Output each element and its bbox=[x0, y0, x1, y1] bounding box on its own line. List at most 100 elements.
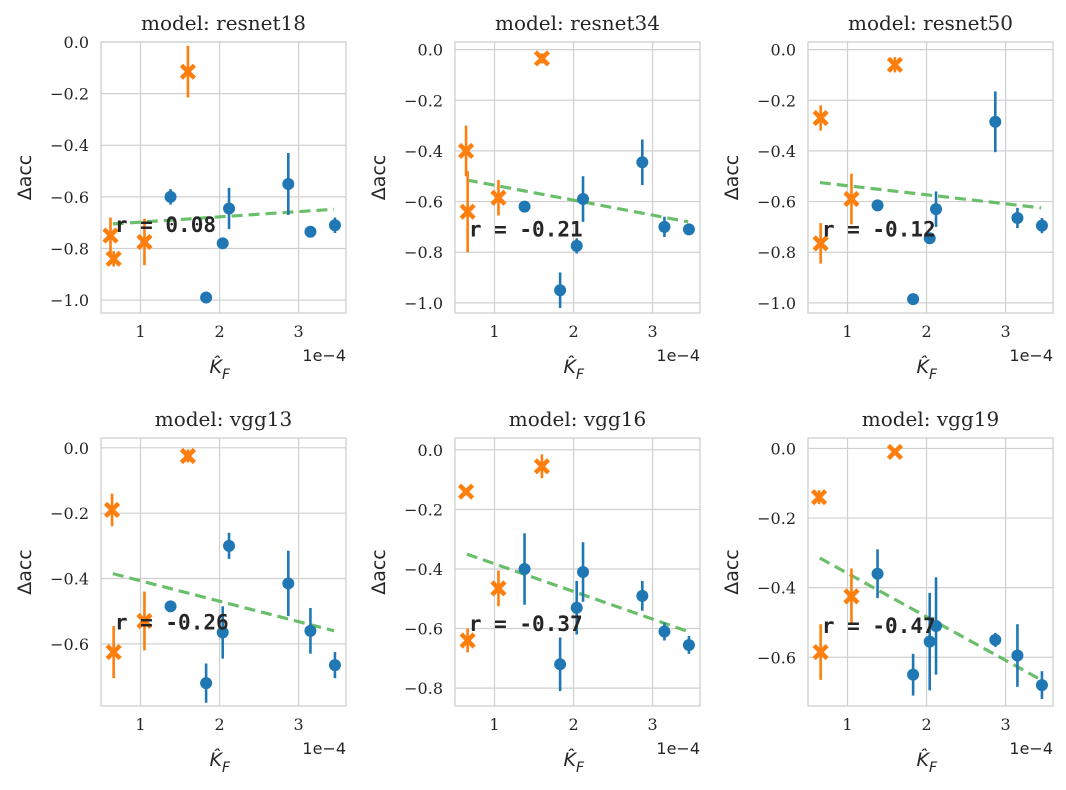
orange-data-point bbox=[136, 612, 153, 630]
blue-data-point bbox=[328, 219, 341, 232]
x-scale-label: 1e−4 bbox=[302, 346, 346, 365]
blue-data-point bbox=[989, 633, 1002, 646]
x-tick-label: 3 bbox=[293, 715, 303, 734]
y-tick-label: 0.0 bbox=[418, 441, 443, 460]
blue-data-point bbox=[682, 223, 695, 236]
blue-data-point bbox=[518, 563, 531, 576]
x-tick-label: 3 bbox=[647, 715, 657, 734]
y-tick-label: −0.4 bbox=[50, 136, 89, 155]
orange-data-point bbox=[812, 109, 829, 127]
orange-data-point bbox=[459, 632, 476, 649]
x-axis-label: K̂F bbox=[564, 356, 585, 383]
y-axis-label: Δacc bbox=[368, 549, 390, 595]
x-scale-label: 1e−4 bbox=[656, 346, 700, 365]
blue-data-point bbox=[930, 619, 943, 632]
x-tick-label: 2 bbox=[214, 322, 224, 341]
axes-frame bbox=[807, 437, 1054, 707]
y-tick-label: −1.0 bbox=[757, 294, 796, 313]
y-tick-label: 0.0 bbox=[64, 33, 89, 52]
blue-data-point bbox=[328, 659, 341, 672]
blue-data-point bbox=[164, 190, 177, 203]
x-tick-label: 2 bbox=[921, 322, 931, 341]
y-tick-label: 0.0 bbox=[64, 439, 89, 458]
y-tick-label: −0.2 bbox=[404, 500, 443, 519]
x-tick-label: 2 bbox=[921, 715, 931, 734]
x-tick-label: 2 bbox=[568, 322, 578, 341]
axes-frame bbox=[454, 41, 701, 314]
y-tick-label: −0.8 bbox=[757, 243, 796, 262]
x-tick-label: 2 bbox=[214, 715, 224, 734]
orange-data-point bbox=[812, 235, 829, 252]
y-tick-label: −0.2 bbox=[404, 91, 443, 110]
axes-frame bbox=[807, 41, 1054, 314]
y-tick-label: −0.2 bbox=[50, 85, 89, 104]
panel-title: model: vgg13 bbox=[155, 407, 293, 431]
orange-data-point bbox=[490, 580, 507, 597]
y-tick-label: −0.4 bbox=[50, 570, 89, 589]
x-scale-label: 1e−4 bbox=[1009, 346, 1053, 365]
y-tick-label: −0.2 bbox=[50, 504, 89, 523]
blue-data-point bbox=[570, 601, 583, 614]
blue-data-point bbox=[1011, 212, 1024, 225]
blue-data-point bbox=[658, 220, 671, 233]
blue-data-point bbox=[554, 658, 567, 671]
blue-data-point bbox=[577, 566, 590, 578]
blue-data-point bbox=[907, 293, 920, 306]
blue-data-point bbox=[570, 239, 583, 252]
panel-title: model: vgg19 bbox=[862, 407, 1000, 431]
blue-data-point bbox=[1011, 649, 1024, 662]
x-scale-label: 1e−4 bbox=[302, 739, 346, 758]
blue-data-point bbox=[989, 115, 1002, 128]
x-axis-label: K̂F bbox=[210, 749, 231, 776]
orange-data-point bbox=[490, 189, 507, 206]
orange-data-point bbox=[103, 501, 121, 518]
axes-frame bbox=[454, 437, 701, 707]
x-tick-label: 1 bbox=[135, 322, 145, 341]
panel-title: model: resnet50 bbox=[848, 11, 1013, 35]
blue-data-point bbox=[658, 625, 671, 638]
orange-data-point bbox=[843, 588, 860, 605]
blue-data-point bbox=[636, 589, 649, 602]
orange-data-point bbox=[179, 63, 197, 80]
correlation-label: r = -0.21 bbox=[469, 217, 583, 241]
blue-data-point bbox=[554, 284, 567, 297]
x-axis-label: K̂F bbox=[210, 356, 231, 383]
orange-data-point bbox=[533, 458, 551, 475]
blue-data-point bbox=[304, 624, 317, 637]
blue-data-point bbox=[577, 193, 590, 206]
x-axis-label: K̂F bbox=[564, 749, 585, 776]
trend-line bbox=[112, 207, 335, 226]
blue-data-point bbox=[200, 291, 213, 304]
y-tick-label: −0.6 bbox=[404, 193, 443, 212]
blue-data-point bbox=[216, 237, 229, 250]
x-scale-label: 1e−4 bbox=[1009, 739, 1053, 758]
y-axis-label: Δacc bbox=[368, 155, 390, 201]
blue-data-point bbox=[304, 225, 317, 238]
y-tick-label: −0.6 bbox=[50, 188, 89, 207]
y-axis-label: Δacc bbox=[14, 549, 36, 595]
x-scale-label: 1e−4 bbox=[656, 739, 700, 758]
blue-data-point bbox=[871, 567, 884, 580]
panel-title: model: resnet18 bbox=[141, 11, 306, 35]
orange-data-point bbox=[812, 643, 829, 661]
x-tick-label: 1 bbox=[842, 715, 852, 734]
orange-data-point bbox=[886, 56, 904, 73]
y-tick-label: −0.8 bbox=[404, 243, 443, 262]
blue-data-point bbox=[907, 668, 920, 681]
y-tick-label: −0.2 bbox=[757, 91, 796, 110]
y-axis-label: Δacc bbox=[721, 549, 743, 595]
blue-data-point bbox=[223, 202, 236, 215]
blue-data-point bbox=[200, 677, 213, 690]
blue-data-point bbox=[1035, 219, 1048, 232]
correlation-label: r = 0.08 bbox=[115, 213, 216, 237]
panel-1: 1 2 3 0.0 −0.2 −0.4 −0.6 −0.8 −1.0 model: resnet1… bbox=[14, 11, 347, 383]
orange-data-point bbox=[105, 250, 122, 267]
y-tick-label: −0.6 bbox=[757, 648, 796, 667]
y-tick-label: −0.6 bbox=[757, 193, 796, 212]
y-tick-label: −0.8 bbox=[404, 679, 443, 698]
x-tick-label: 1 bbox=[489, 322, 499, 341]
blue-data-point bbox=[282, 177, 295, 190]
y-tick-label: −1.0 bbox=[50, 291, 89, 310]
correlation-label: r = -0.26 bbox=[115, 611, 229, 635]
y-tick-label: −0.4 bbox=[404, 142, 443, 161]
